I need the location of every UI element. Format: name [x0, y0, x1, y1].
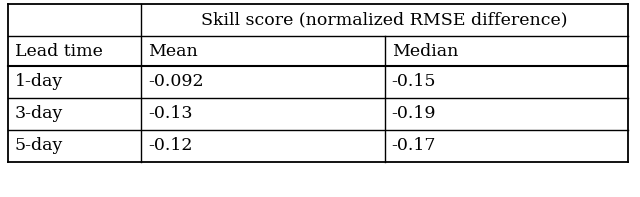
Text: 5-day: 5-day [15, 137, 63, 154]
Text: Median: Median [392, 43, 458, 59]
Text: -0.17: -0.17 [392, 137, 436, 154]
Text: 1-day: 1-day [15, 73, 63, 90]
Text: 3-day: 3-day [15, 105, 63, 122]
Text: -0.19: -0.19 [392, 105, 436, 122]
Text: Mean: Mean [148, 43, 198, 59]
Text: -0.15: -0.15 [392, 73, 436, 90]
Text: -0.12: -0.12 [148, 137, 193, 154]
Text: Skill score (normalized RMSE difference): Skill score (normalized RMSE difference) [202, 12, 568, 29]
Text: Lead time: Lead time [15, 43, 103, 59]
Text: -0.092: -0.092 [148, 73, 204, 90]
Text: -0.13: -0.13 [148, 105, 193, 122]
